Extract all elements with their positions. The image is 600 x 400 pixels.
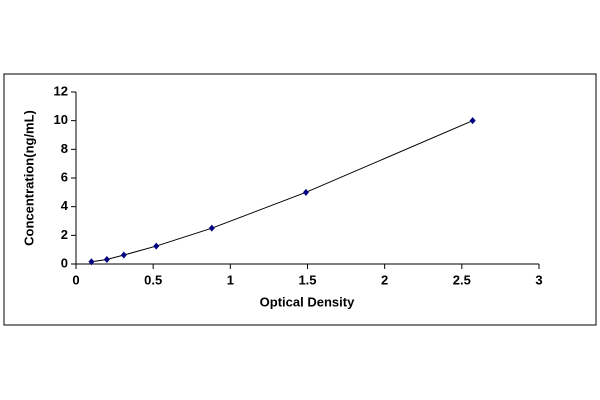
x-tick-label: 2.5 bbox=[453, 272, 471, 287]
y-tick-label: 4 bbox=[61, 198, 69, 213]
x-tick-label: 1 bbox=[227, 272, 234, 287]
y-tick-label: 2 bbox=[61, 227, 68, 242]
y-tick-label: 12 bbox=[54, 83, 68, 98]
x-tick-label: 3 bbox=[535, 272, 542, 287]
x-tick-label: 2 bbox=[381, 272, 388, 287]
data-point bbox=[302, 188, 309, 196]
data-point bbox=[88, 258, 95, 266]
data-point bbox=[153, 242, 160, 250]
data-point bbox=[208, 224, 215, 232]
x-axis-label: Optical Density bbox=[260, 294, 355, 309]
y-tick-label: 10 bbox=[54, 112, 68, 127]
chart-frame bbox=[3, 73, 597, 326]
y-tick-label: 6 bbox=[61, 169, 68, 184]
y-tick-label: 8 bbox=[61, 141, 68, 156]
trend-line bbox=[91, 120, 473, 263]
x-tick-label: 1.5 bbox=[298, 272, 316, 287]
data-point bbox=[469, 117, 476, 125]
x-tick-label: 0 bbox=[72, 272, 79, 287]
data-point bbox=[103, 256, 110, 264]
x-tick-label: 0.5 bbox=[144, 272, 162, 287]
data-point bbox=[120, 251, 127, 259]
y-axis-label: Concentration(ng/mL) bbox=[21, 110, 36, 246]
y-tick-label: 0 bbox=[61, 255, 68, 270]
